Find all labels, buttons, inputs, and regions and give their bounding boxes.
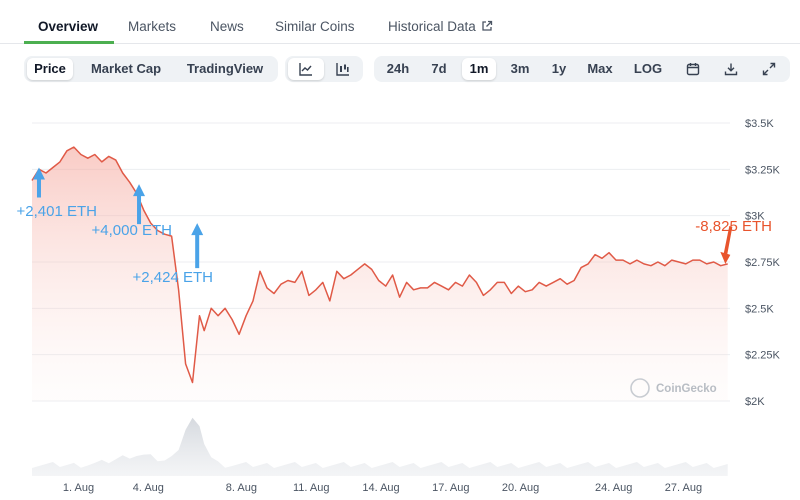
buy-arrow-icon: [32, 167, 45, 198]
x-tick-label: 8. Aug: [226, 482, 257, 494]
annotation-buy: +2,424 ETH: [133, 223, 213, 286]
range-1m-button[interactable]: 1m: [462, 58, 496, 80]
tab-historical-data[interactable]: Historical Data: [388, 0, 493, 44]
x-tick-label: 1. Aug: [63, 482, 94, 494]
mode-price-button[interactable]: Price: [27, 58, 73, 80]
tab-similar-coins[interactable]: Similar Coins: [275, 19, 355, 34]
download-icon: [724, 63, 738, 76]
y-tick-label: $2K: [745, 396, 765, 408]
y-axis: $3.5K $3.25K $3K $2.75K $2.5K $2.25K $2K: [745, 118, 781, 408]
range-1y-button[interactable]: 1y: [551, 61, 567, 76]
x-tick-label: 20. Aug: [502, 482, 539, 494]
x-tick-label: 4. Aug: [133, 482, 164, 494]
annotation-label: +2,401 ETH: [17, 203, 97, 220]
watermark-text: CoinGecko: [656, 383, 717, 395]
buy-arrow-icon: [191, 223, 204, 269]
coingecko-logo-icon: [630, 378, 650, 398]
buy-arrow-icon: [133, 184, 146, 225]
tab-overview[interactable]: Overview: [38, 19, 99, 34]
y-tick-label: $3.5K: [745, 118, 774, 130]
annotation-buy: +4,000 ETH: [92, 184, 172, 239]
candlestick-chart-button[interactable]: [325, 58, 361, 80]
x-tick-label: 17. Aug: [432, 482, 469, 494]
mode-market-cap-button[interactable]: Market Cap: [90, 61, 162, 76]
fullscreen-button[interactable]: [754, 58, 784, 80]
annotation-buy: +2,401 ETH: [17, 167, 97, 220]
annotation-label: -8,825 ETH: [695, 218, 772, 235]
line-chart-button[interactable]: [288, 58, 324, 80]
range-24h-button[interactable]: 24h: [386, 61, 410, 76]
calendar-icon: [686, 63, 700, 76]
whale-annotations: +2,401 ETH +4,000 ETH +2,424 ETH -8,825 ETH: [17, 167, 772, 286]
y-tick-label: $2.25K: [745, 350, 781, 362]
annotation-label: +2,424 ETH: [133, 269, 213, 286]
time-range-selector: 24h 7d 1m 3m 1y Max LOG: [374, 56, 790, 82]
coingecko-watermark: CoinGecko: [630, 378, 717, 398]
y-tick-label: $3K: [745, 211, 765, 223]
x-tick-label: 11. Aug: [293, 482, 330, 494]
x-tick-label: 27. Aug: [665, 482, 702, 494]
price-area: [32, 147, 728, 401]
y-tick-label: $2.5K: [745, 303, 774, 315]
log-scale-button[interactable]: LOG: [633, 61, 663, 76]
active-tab-indicator: [24, 41, 114, 44]
volume-area: [32, 417, 728, 476]
x-tick-label: 14. Aug: [362, 482, 399, 494]
tab-historical-data-label: Historical Data: [388, 19, 476, 34]
tab-markets[interactable]: Markets: [128, 19, 177, 34]
range-7d-button[interactable]: 7d: [431, 61, 447, 76]
sell-arrow-icon: [720, 225, 733, 264]
external-link-icon: [482, 20, 492, 31]
price-line: [31, 146, 728, 384]
y-tick-label: $3.25K: [745, 164, 781, 176]
date-picker-button[interactable]: [678, 58, 708, 80]
coin-tabs: Overview Markets News Similar Coins Hist…: [0, 0, 800, 44]
annotation-sell: -8,825 ETH: [695, 218, 772, 264]
chart-mode-selector: Price Market Cap TradingView: [24, 56, 278, 82]
line-chart-icon: [299, 63, 312, 76]
download-button[interactable]: [716, 58, 746, 80]
range-3m-button[interactable]: 3m: [510, 61, 530, 76]
annotation-label: +4,000 ETH: [92, 222, 172, 239]
expand-icon: [762, 62, 776, 76]
mode-tradingview-button[interactable]: TradingView: [186, 61, 264, 76]
x-axis: 1. Aug 4. Aug 8. Aug 11. Aug 14. Aug 17. Aug 2…: [63, 482, 702, 494]
tab-news[interactable]: News: [210, 19, 244, 34]
x-tick-label: 24. Aug: [595, 482, 632, 494]
y-tick-label: $2.75K: [745, 257, 781, 269]
chart-type-selector: [285, 56, 363, 82]
candlestick-icon: [336, 63, 349, 76]
range-max-button[interactable]: Max: [587, 61, 613, 76]
